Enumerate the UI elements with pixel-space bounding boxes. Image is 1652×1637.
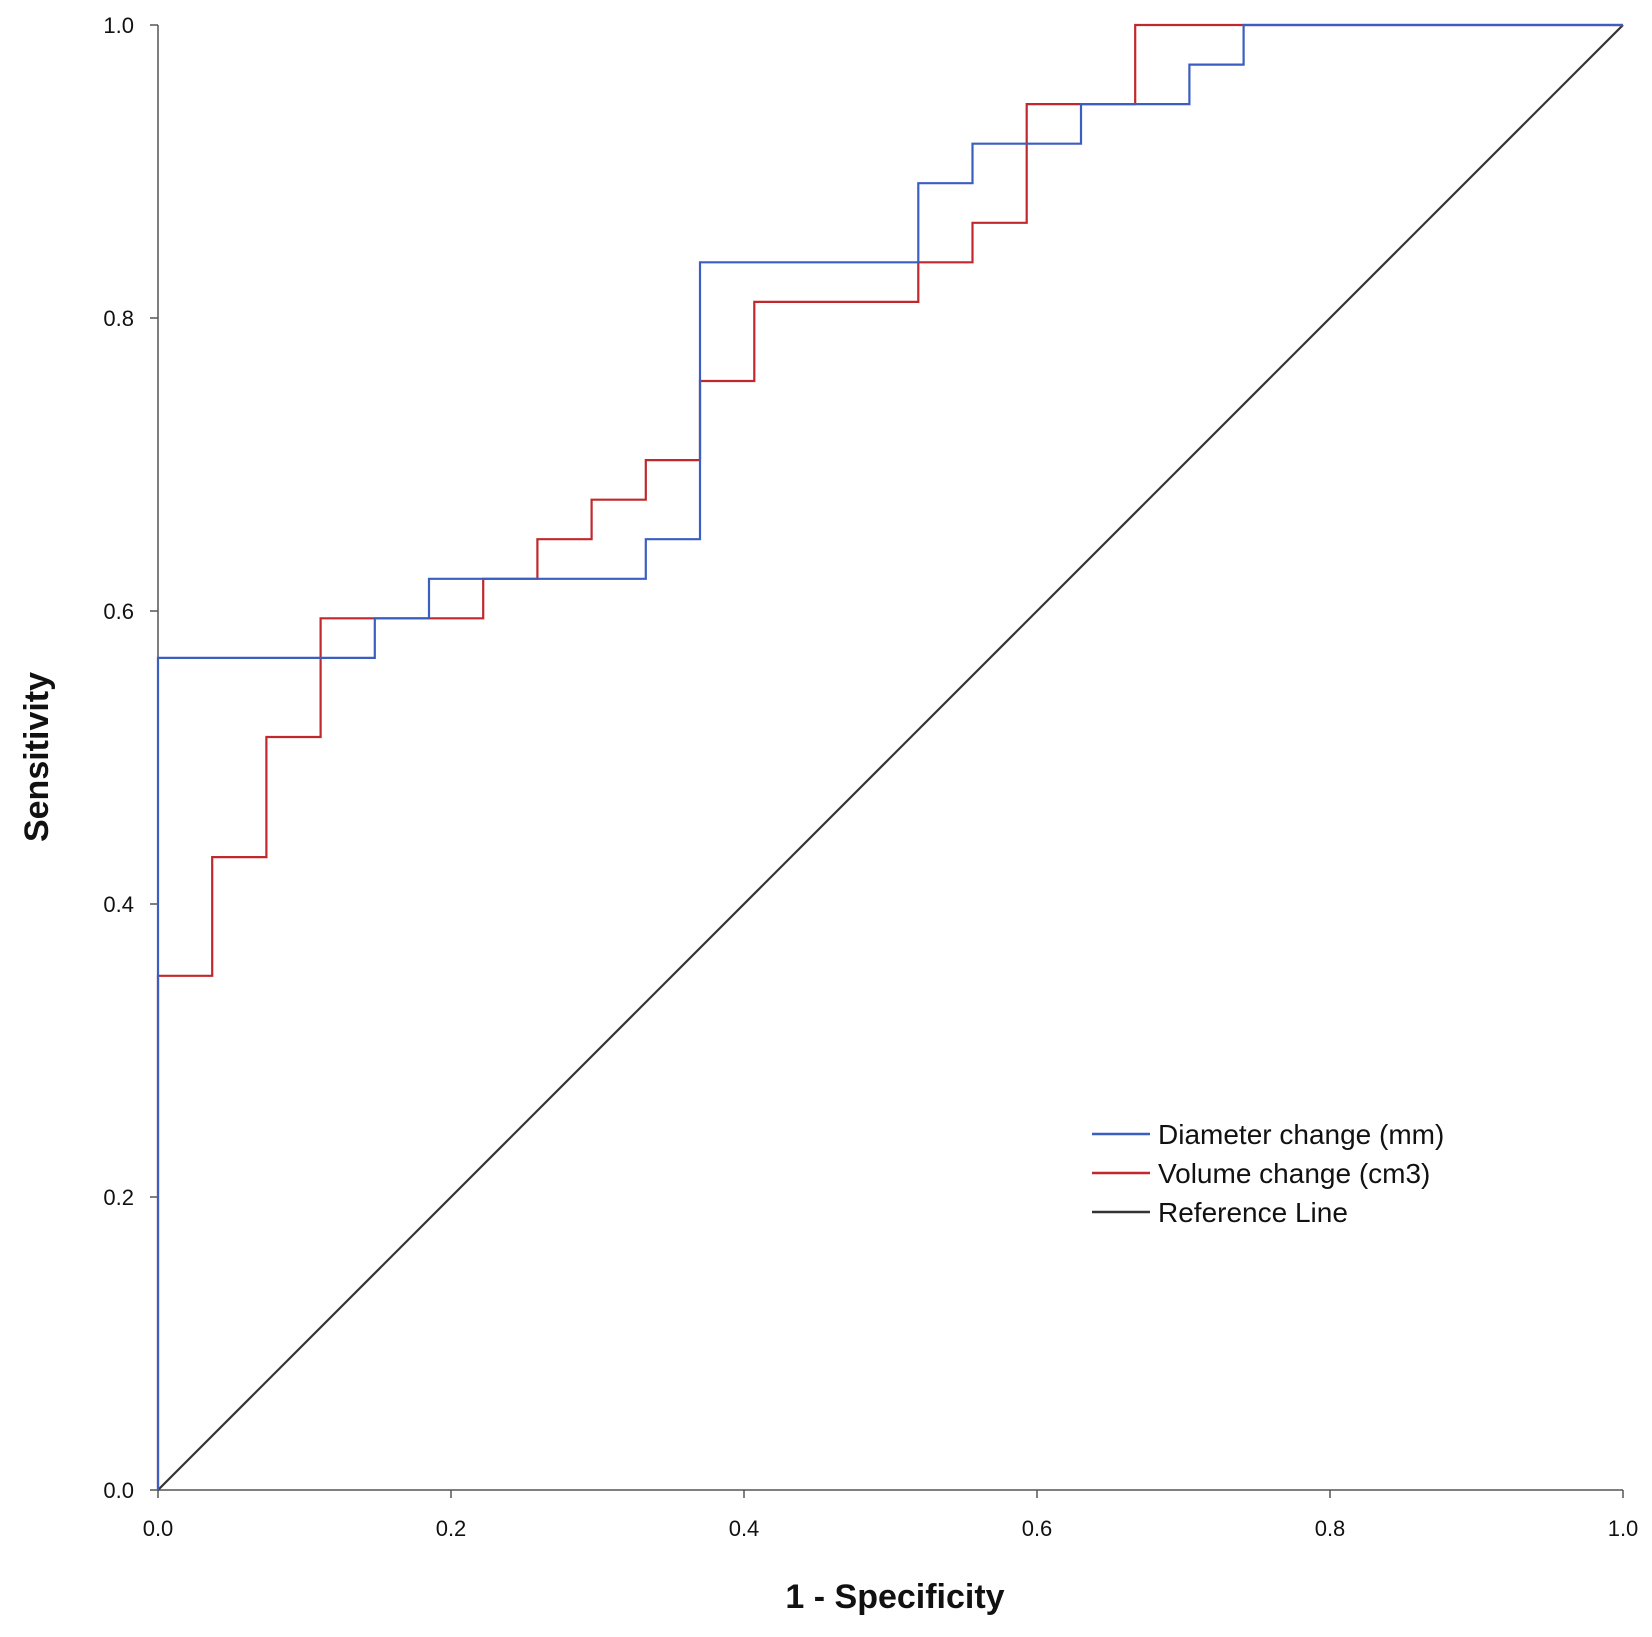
- y-axis-title: Sensitivity: [18, 672, 56, 842]
- series-lines: [156, 23, 1624, 1491]
- x-tick-label: 0.4: [729, 1516, 760, 1541]
- series-line-reference-line: [157, 24, 1624, 1491]
- series-line-volume-change-cm3: [156, 23, 1623, 1490]
- legend-label-diameter-change-mm: Diameter change (mm): [1158, 1119, 1444, 1150]
- legend-label-reference-line: Reference Line: [1158, 1197, 1348, 1228]
- x-tick-label: 1.0: [1608, 1516, 1639, 1541]
- x-axis-title: 1 - Specificity: [785, 1578, 1004, 1616]
- y-tick-label: 0.8: [103, 306, 134, 331]
- y-tick-label: 1.0: [103, 13, 134, 38]
- axes: 0.0 0.2 0.4 0.6 0.8 1.0 0.0 0.2 0.4 0.6 0.8 1.0: [103, 13, 1638, 1541]
- x-tick-label: 0.2: [436, 1516, 467, 1541]
- y-tick-label: 0.0: [103, 1478, 134, 1503]
- legend-label-volume-change-cm3: Volume change (cm3): [1158, 1158, 1430, 1189]
- legend: Diameter change (mm) Volume change (cm3) R…: [1092, 1119, 1444, 1228]
- series-line-diameter-change-mm: [156, 23, 1623, 1490]
- x-tick-label: 0.8: [1315, 1516, 1346, 1541]
- x-tick-label: 0.0: [143, 1516, 174, 1541]
- y-tick-label: 0.2: [103, 1185, 134, 1210]
- y-tick-label: 0.4: [103, 892, 134, 917]
- y-tick-label: 0.6: [103, 599, 134, 624]
- x-tick-label: 0.6: [1022, 1516, 1053, 1541]
